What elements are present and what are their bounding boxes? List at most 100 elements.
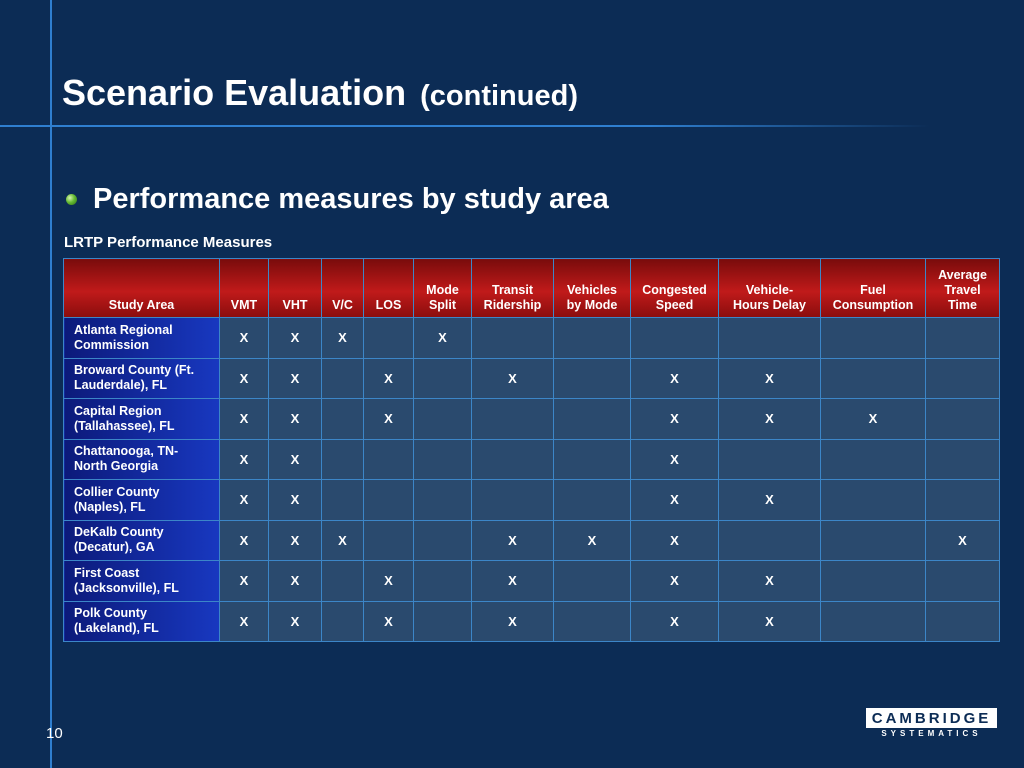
measure-cell bbox=[925, 438, 1000, 480]
measure-cell: X bbox=[363, 560, 414, 602]
measure-cell: X bbox=[718, 479, 821, 521]
column-header: Congested Speed bbox=[630, 258, 719, 318]
measure-cell bbox=[553, 560, 631, 602]
measure-cell: X bbox=[718, 398, 821, 440]
measure-cell bbox=[820, 519, 926, 561]
study-area-cell: Polk County (Lakeland), FL bbox=[63, 600, 220, 642]
column-header: Vehicles by Mode bbox=[553, 258, 631, 318]
table-body: Atlanta Regional Commission X X X X Broward C… bbox=[63, 317, 1000, 642]
measure-cell: X bbox=[268, 317, 322, 359]
measure-cell bbox=[363, 438, 414, 480]
measure-cell bbox=[820, 317, 926, 359]
study-area-cell: Atlanta Regional Commission bbox=[63, 317, 220, 359]
study-area-cell: Chattanooga, TN- North Georgia bbox=[63, 438, 220, 480]
table-row: Chattanooga, TN- North Georgia X X X bbox=[63, 438, 1000, 480]
bullet-item: Performance measures by study area bbox=[66, 183, 609, 216]
column-header: Mode Split bbox=[413, 258, 472, 318]
column-header: Vehicle- Hours Delay bbox=[718, 258, 821, 318]
measure-cell bbox=[321, 357, 364, 399]
measure-cell: X bbox=[413, 317, 472, 359]
measure-cell bbox=[321, 438, 364, 480]
study-area-cell: Broward County (Ft. Lauderdale), FL bbox=[63, 357, 220, 399]
measure-cell: X bbox=[363, 398, 414, 440]
title-sub: (continued) bbox=[420, 80, 578, 112]
horizontal-accent-line bbox=[0, 125, 930, 127]
column-header: Study Area bbox=[63, 258, 220, 318]
measure-cell bbox=[413, 479, 472, 521]
measure-cell bbox=[820, 357, 926, 399]
page-number: 10 bbox=[46, 725, 63, 742]
study-area-cell: DeKalb County (Decatur), GA bbox=[63, 519, 220, 561]
measure-cell bbox=[925, 357, 1000, 399]
measure-cell bbox=[471, 438, 554, 480]
measure-cell bbox=[321, 479, 364, 521]
measure-cell bbox=[413, 600, 472, 642]
measure-cell: X bbox=[630, 357, 719, 399]
measure-cell: X bbox=[363, 357, 414, 399]
vertical-accent-line bbox=[50, 0, 52, 768]
measure-cell: X bbox=[553, 519, 631, 561]
measure-cell bbox=[553, 317, 631, 359]
measure-cell: X bbox=[268, 398, 322, 440]
measure-cell: X bbox=[718, 600, 821, 642]
measure-cell: X bbox=[219, 600, 269, 642]
cambridge-systematics-logo: CAMBRIDGE SYSTEMATICS bbox=[866, 708, 997, 740]
column-header: VHT bbox=[268, 258, 322, 318]
measure-cell bbox=[363, 479, 414, 521]
measure-cell bbox=[820, 600, 926, 642]
column-header: Average Travel Time bbox=[925, 258, 1000, 318]
measure-cell: X bbox=[471, 519, 554, 561]
bullet-icon bbox=[66, 194, 77, 205]
measure-cell bbox=[820, 560, 926, 602]
measure-cell: X bbox=[268, 600, 322, 642]
measure-cell bbox=[553, 357, 631, 399]
measure-cell bbox=[413, 519, 472, 561]
slide-title: Scenario Evaluation (continued) bbox=[62, 72, 578, 114]
study-area-cell: First Coast (Jacksonville), FL bbox=[63, 560, 220, 602]
column-header: LOS bbox=[363, 258, 414, 318]
performance-measures-table: Study Area VMT VHT V/C LOS Mode Split Transit … bbox=[63, 258, 1000, 642]
table-row: First Coast (Jacksonville), FL X X X X X X bbox=[63, 560, 1000, 602]
study-area-cell: Collier County (Naples), FL bbox=[63, 479, 220, 521]
measure-cell bbox=[363, 519, 414, 561]
column-header: Transit Ridership bbox=[471, 258, 554, 318]
measure-cell: X bbox=[925, 519, 1000, 561]
measure-cell: X bbox=[363, 600, 414, 642]
measure-cell bbox=[925, 317, 1000, 359]
title-main: Scenario Evaluation bbox=[62, 72, 407, 113]
measure-cell: X bbox=[268, 479, 322, 521]
table-row: Broward County (Ft. Lauderdale), FL X X X X X… bbox=[63, 357, 1000, 399]
measure-cell bbox=[925, 479, 1000, 521]
measure-cell: X bbox=[219, 560, 269, 602]
table-row: Atlanta Regional Commission X X X X bbox=[63, 317, 1000, 359]
measure-cell bbox=[820, 479, 926, 521]
measure-cell bbox=[553, 600, 631, 642]
measure-cell bbox=[471, 398, 554, 440]
measure-cell: X bbox=[718, 357, 821, 399]
measure-cell: X bbox=[630, 600, 719, 642]
measure-cell bbox=[820, 438, 926, 480]
measure-cell bbox=[413, 357, 472, 399]
table-row: Capital Region (Tallahassee), FL X X X X X X bbox=[63, 398, 1000, 440]
measure-cell: X bbox=[219, 398, 269, 440]
measure-cell: X bbox=[630, 479, 719, 521]
table-row: DeKalb County (Decatur), GA X X X X X X X bbox=[63, 519, 1000, 561]
measure-cell: X bbox=[219, 479, 269, 521]
study-area-cell: Capital Region (Tallahassee), FL bbox=[63, 398, 220, 440]
table-title: LRTP Performance Measures bbox=[64, 234, 273, 251]
measure-cell: X bbox=[268, 560, 322, 602]
measure-cell bbox=[630, 317, 719, 359]
measure-cell bbox=[413, 438, 472, 480]
measure-cell bbox=[413, 398, 472, 440]
logo-line1: CAMBRIDGE bbox=[871, 710, 992, 727]
measure-cell: X bbox=[268, 438, 322, 480]
measure-cell: X bbox=[321, 519, 364, 561]
measure-cell bbox=[471, 317, 554, 359]
table-row: Polk County (Lakeland), FL X X X X X X bbox=[63, 600, 1000, 642]
measure-cell bbox=[553, 438, 631, 480]
measure-cell: X bbox=[820, 398, 926, 440]
table-row: Collier County (Naples), FL X X X X bbox=[63, 479, 1000, 521]
column-header: Fuel Consumption bbox=[820, 258, 926, 318]
measure-cell bbox=[553, 398, 631, 440]
measure-cell bbox=[925, 560, 1000, 602]
